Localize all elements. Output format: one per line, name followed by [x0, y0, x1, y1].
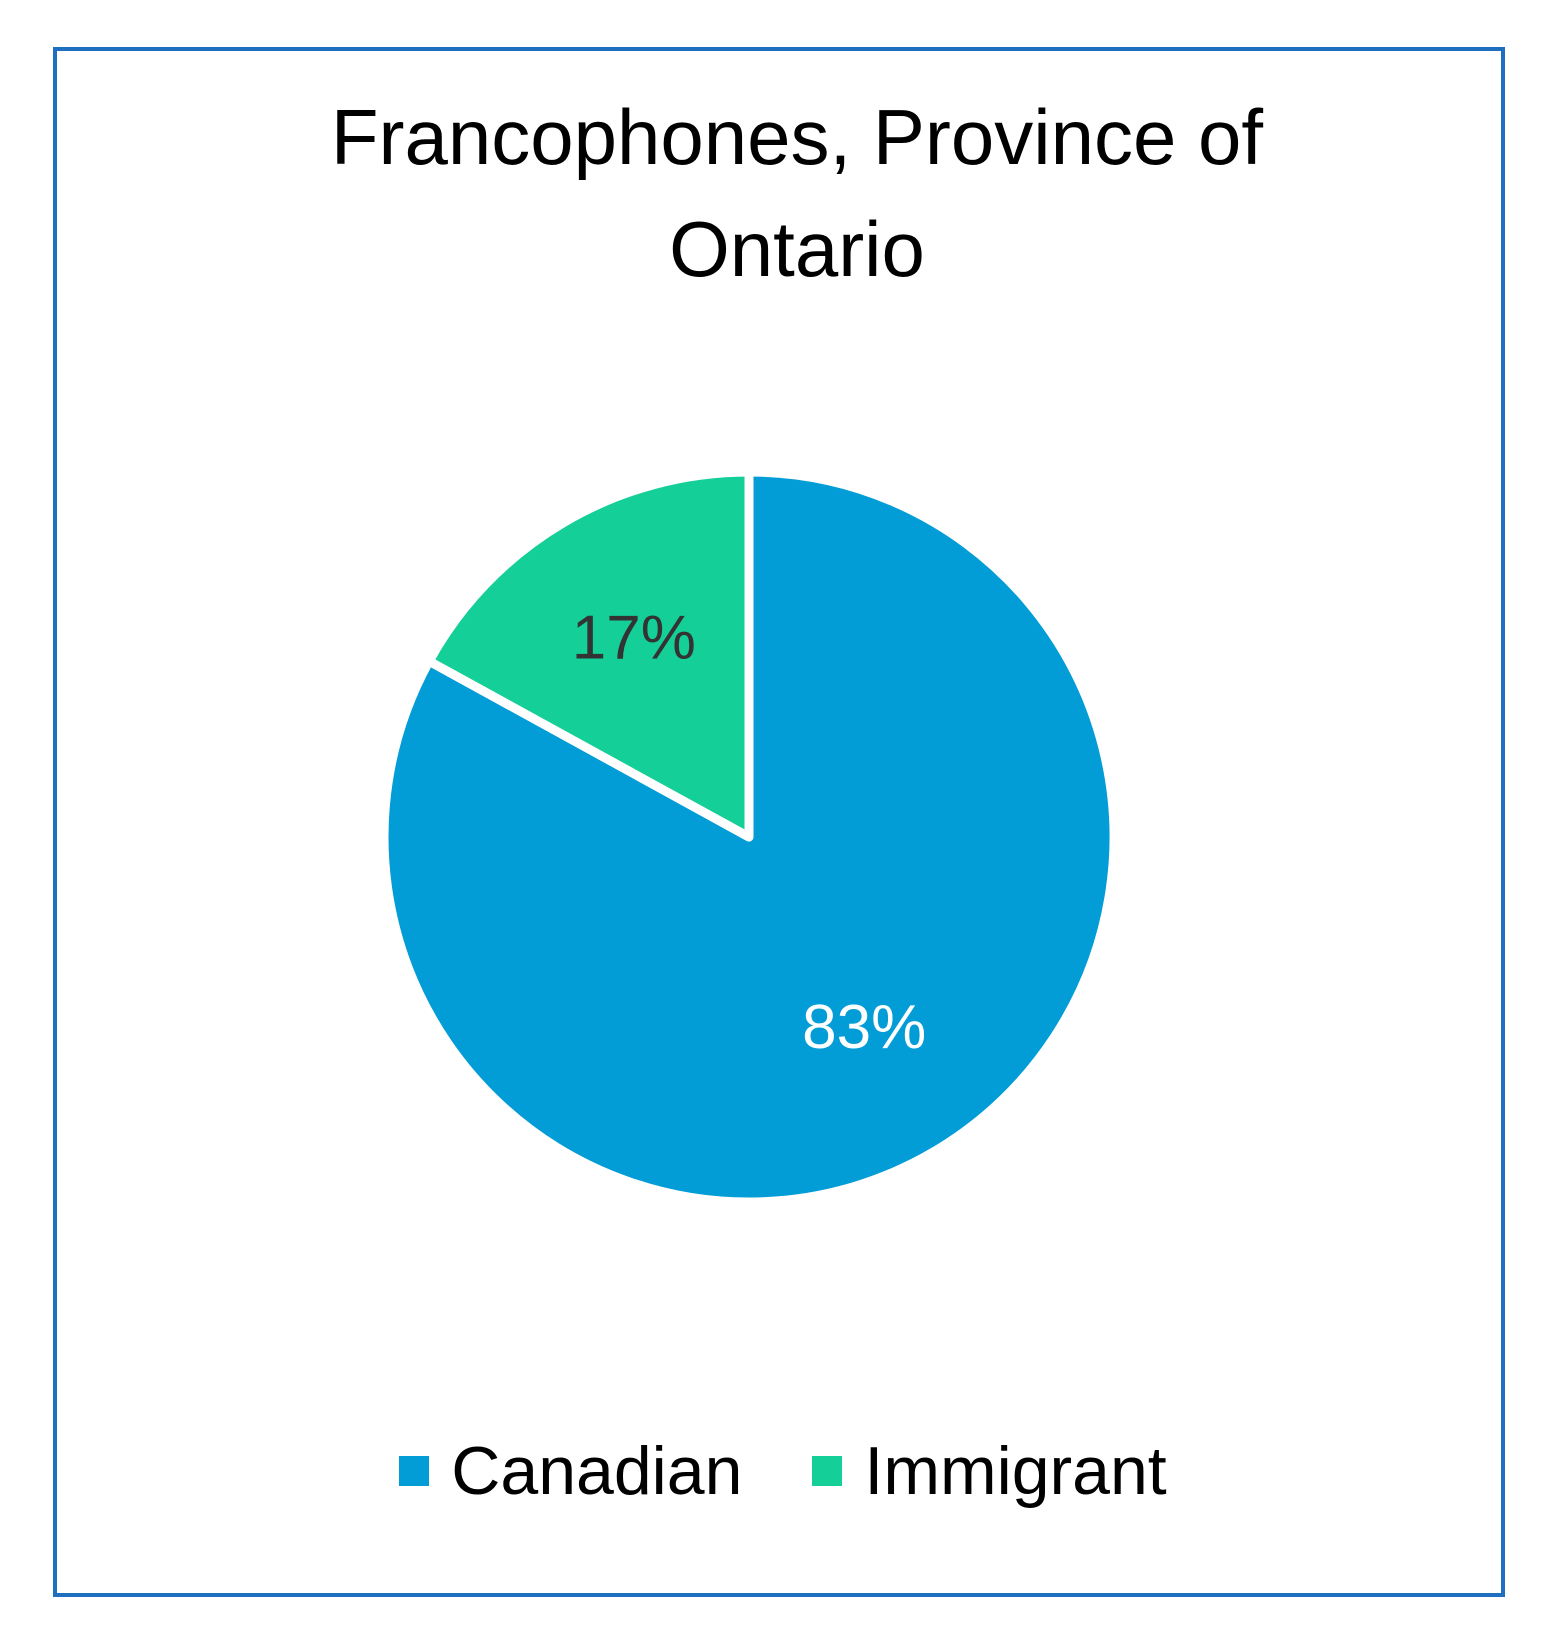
- data-label-canadian: 83%: [802, 993, 926, 1062]
- pie-chart: 83% 17%: [379, 467, 1119, 1207]
- chart-frame: Francophones, Province of Ontario 83% 17%…: [53, 47, 1505, 1597]
- legend-swatch-canadian: [399, 1456, 430, 1486]
- data-label-immigrant: 17%: [572, 604, 696, 673]
- pie-data-labels: 83% 17%: [572, 604, 926, 1063]
- legend-swatch-immigrant: [812, 1456, 843, 1486]
- chart-title: Francophones, Province of Ontario: [330, 93, 1264, 293]
- legend-label-canadian: Canadian: [451, 1433, 743, 1509]
- legend-item-canadian[interactable]: Canadian: [399, 1431, 742, 1511]
- legend-label-immigrant: Immigrant: [864, 1433, 1167, 1509]
- legend: Canadian Immigrant: [57, 1431, 1509, 1511]
- pie-slice-immigrant[interactable]: [424, 467, 754, 842]
- legend-item-immigrant[interactable]: Immigrant: [812, 1431, 1167, 1511]
- pie-slices: [379, 467, 1119, 1207]
